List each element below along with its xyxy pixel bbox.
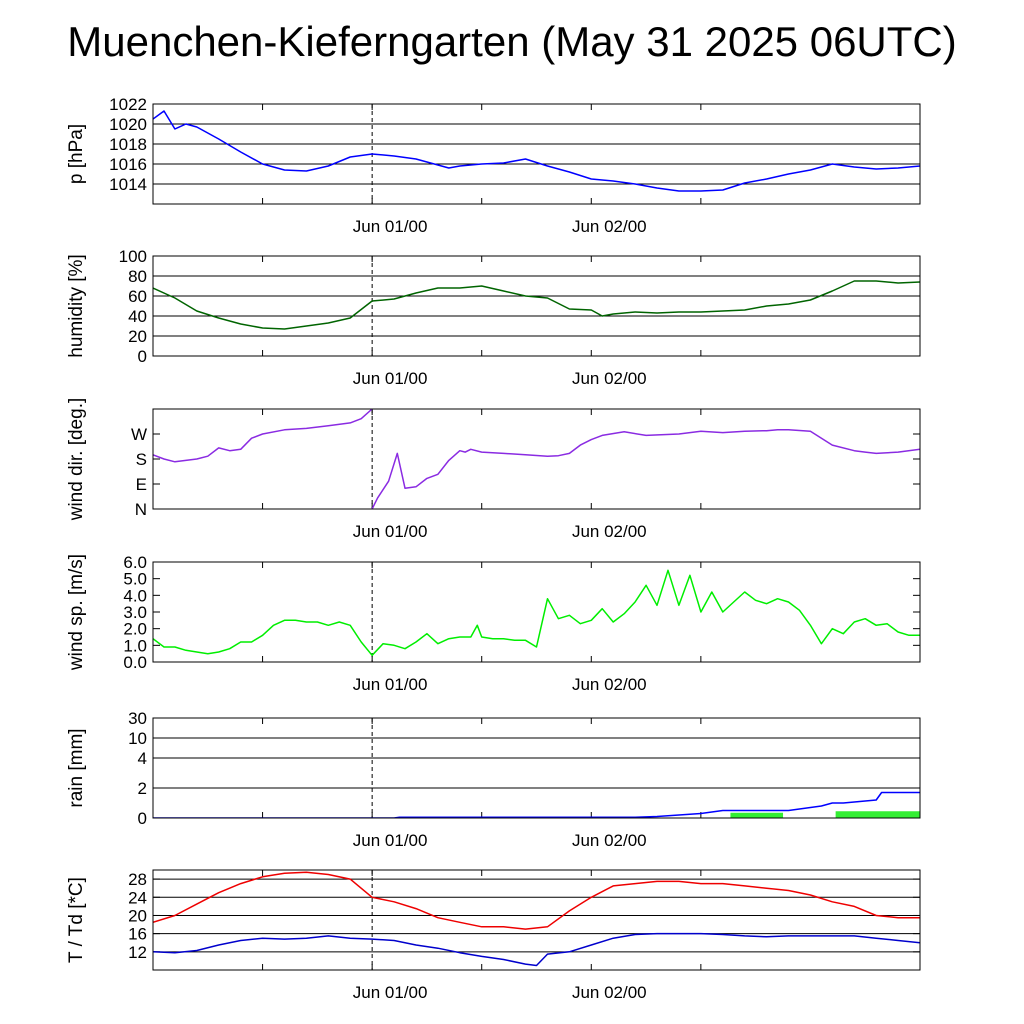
plot-frame: [152, 408, 921, 510]
y-tick-label: 2.0: [123, 620, 147, 639]
y-axis-label: rain [mm]: [66, 728, 87, 807]
y-axis-label: wind dir. [deg.]: [66, 398, 87, 522]
y-tick-label: 1.0: [123, 636, 147, 655]
series-line: [153, 569, 920, 657]
y-tick-label: 20: [128, 327, 147, 346]
y-tick-label: 3.0: [123, 603, 147, 622]
x-tick-label: Jun 01/00: [353, 831, 428, 850]
y-tick-label: 24: [128, 888, 147, 907]
y-tick-label: 1022: [109, 95, 147, 114]
y-tick-label: N: [135, 500, 147, 519]
y-axis-label: wind sp. [m/s]: [66, 554, 87, 671]
y-tick-label: S: [136, 450, 147, 469]
x-tick-label: Jun 02/00: [572, 217, 647, 236]
y-tick-label: 1014: [109, 175, 147, 194]
y-tick-label: 80: [128, 267, 147, 286]
y-tick-label: 0.0: [123, 653, 147, 672]
y-tick-label: 40: [128, 307, 147, 326]
plot-frame: [152, 103, 921, 205]
y-tick-label: 0: [138, 347, 147, 366]
series-line: [153, 280, 920, 330]
series-line: [371, 429, 920, 509]
series-line: [153, 409, 373, 463]
y-tick-label: 30: [128, 709, 147, 728]
y-tick-label: 6.0: [123, 553, 147, 572]
y-axis-label: p [hPa]: [66, 124, 87, 184]
y-tick-label: 20: [128, 906, 147, 925]
y-tick-label: 16: [128, 925, 147, 944]
y-tick-label: 1016: [109, 155, 147, 174]
plot-frame: [152, 255, 921, 357]
plot-frame: [152, 717, 921, 819]
x-tick-label: Jun 02/00: [572, 369, 647, 388]
rain-bar: [835, 811, 920, 818]
x-tick-label: Jun 02/00: [572, 983, 647, 1002]
y-tick-label: 1020: [109, 115, 147, 134]
y-tick-label: 5.0: [123, 570, 147, 589]
x-tick-label: Jun 02/00: [572, 522, 647, 541]
panel-4: 0.01.02.03.04.05.06.0 wind sp. [m/s] Jun 0…: [66, 553, 921, 694]
y-tick-label: E: [136, 475, 147, 494]
y-tick-label: 28: [128, 870, 147, 889]
x-tick-label: Jun 01/00: [353, 217, 428, 236]
x-tick-label: Jun 02/00: [572, 675, 647, 694]
series-line: [153, 871, 920, 930]
y-tick-label: 12: [128, 943, 147, 962]
y-tick-label: 4.0: [123, 586, 147, 605]
x-tick-label: Jun 01/00: [353, 369, 428, 388]
y-tick-label: 4: [138, 749, 147, 768]
series-line: [153, 110, 920, 192]
y-tick-label: 60: [128, 287, 147, 306]
rain-bar: [730, 812, 784, 818]
x-tick-label: Jun 01/00: [353, 675, 428, 694]
y-tick-label: 1018: [109, 135, 147, 154]
y-tick-label: 10: [128, 729, 147, 748]
y-tick-label: W: [131, 425, 147, 444]
x-tick-label: Jun 01/00: [353, 522, 428, 541]
plot-frame: [152, 869, 921, 971]
y-tick-label: 0: [138, 809, 147, 828]
series-line: [153, 791, 920, 818]
y-axis-label: T / Td [*C]: [66, 877, 87, 963]
plot-frame: [152, 561, 921, 663]
x-tick-label: Jun 02/00: [572, 831, 647, 850]
x-tick-label: Jun 01/00: [353, 983, 428, 1002]
y-axis-label: humidity [%]: [66, 254, 87, 357]
series-line: [153, 932, 920, 967]
page-title: Muenchen-Kieferngarten (May 31 2025 06UT…: [67, 18, 957, 65]
y-tick-label: 2: [138, 779, 147, 798]
y-tick-label: 100: [119, 247, 147, 266]
